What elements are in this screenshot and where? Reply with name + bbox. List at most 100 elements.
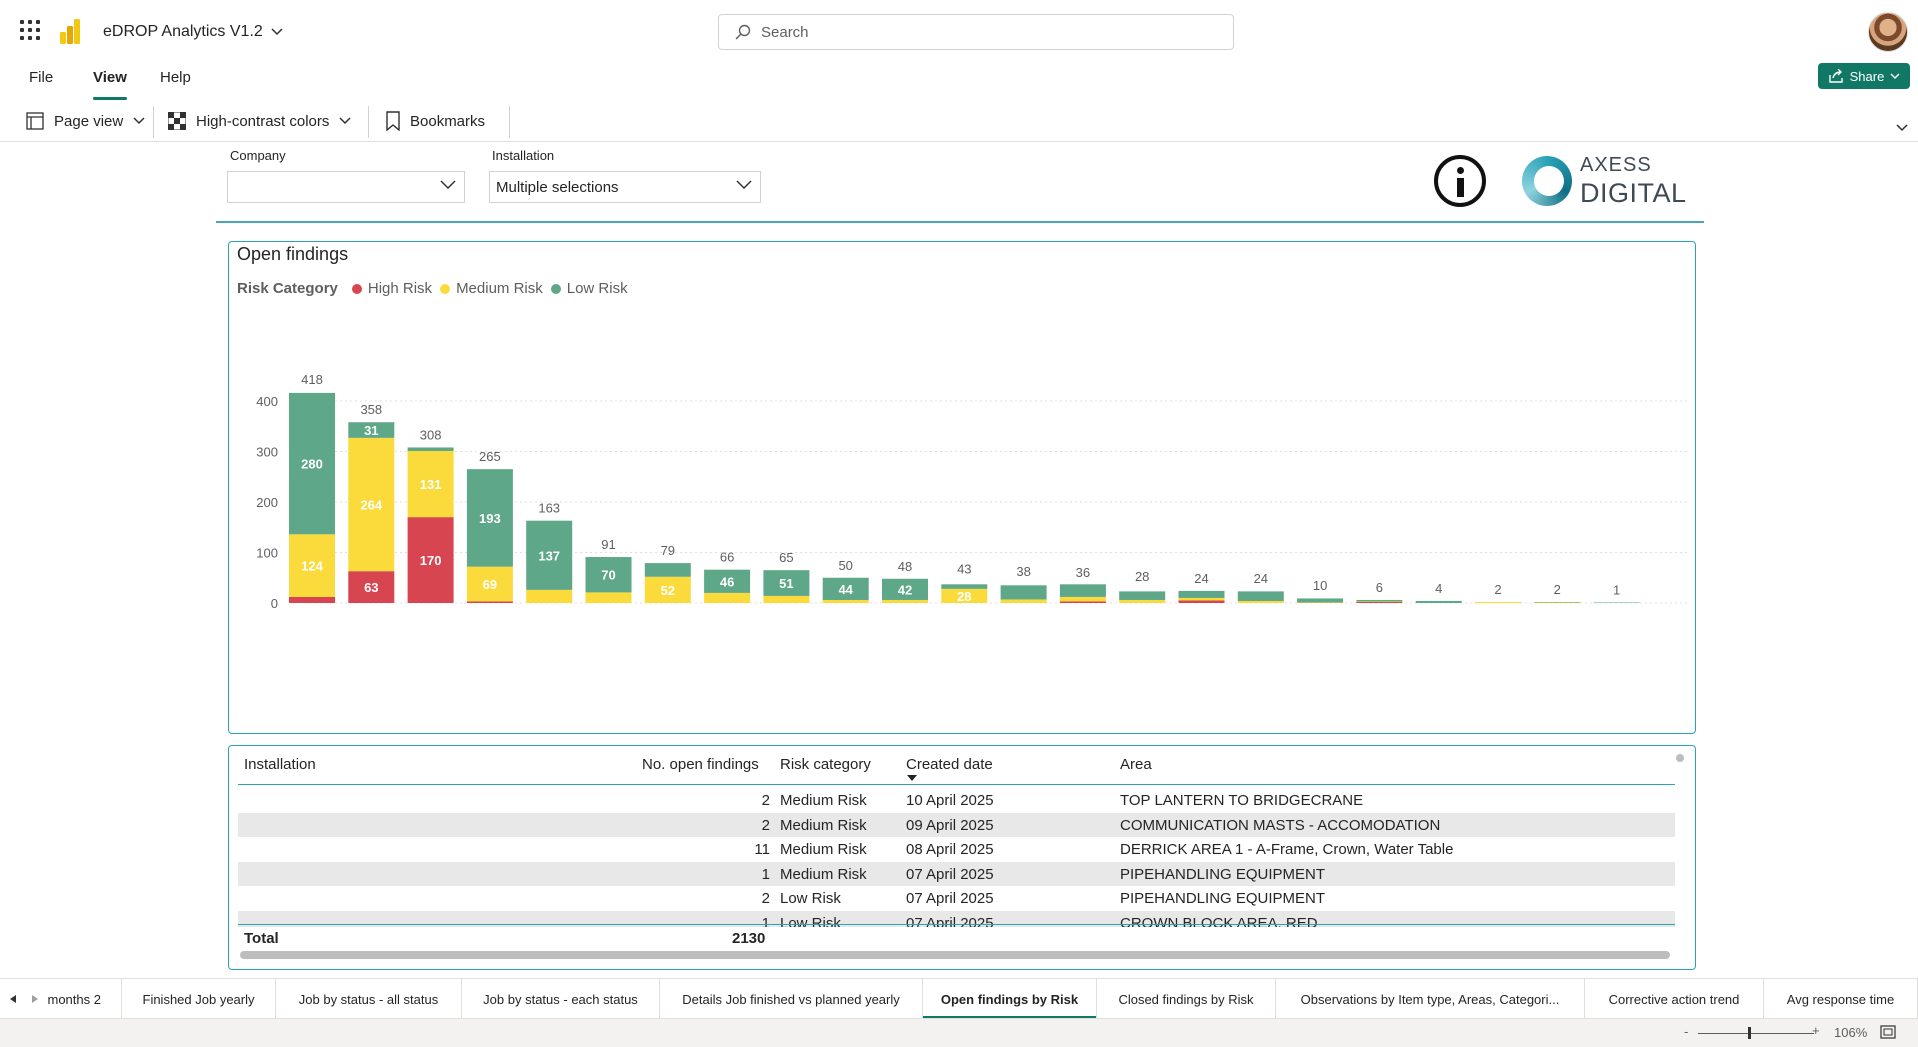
bar-segment-medium-risk[interactable] bbox=[644, 576, 691, 603]
menu-view[interactable]: View bbox=[93, 69, 127, 100]
menu-file[interactable]: File bbox=[29, 69, 54, 86]
table-row[interactable]: 2 Low Risk 07 April 2025 PIPEHANDLING EQUIP… bbox=[238, 886, 1675, 910]
page-tab[interactable]: Observations by Item type, Areas, Catego… bbox=[1276, 979, 1585, 1019]
legend-item-high[interactable]: High Risk bbox=[367, 280, 433, 297]
bar-segment-medium-risk[interactable] bbox=[1356, 601, 1403, 602]
column-header-area[interactable]: Area bbox=[1120, 756, 1152, 773]
bar-segment-low-risk[interactable] bbox=[1534, 601, 1581, 603]
bar-segment-medium-risk[interactable] bbox=[1475, 601, 1521, 603]
page-tab[interactable]: Closed findings by Risk bbox=[1097, 979, 1276, 1019]
bar-segment-low-risk[interactable] bbox=[1356, 599, 1403, 602]
bar-segment-high-risk[interactable] bbox=[1356, 601, 1403, 603]
bar-segment-medium-risk[interactable] bbox=[1178, 597, 1225, 601]
page-tab[interactable]: Avg response time bbox=[1764, 979, 1918, 1019]
bar-segment-high-risk[interactable] bbox=[466, 601, 513, 603]
legend-item-medium[interactable]: Medium Risk bbox=[456, 280, 543, 297]
bar-segment-medium-risk[interactable] bbox=[466, 566, 513, 602]
company-slicer[interactable] bbox=[227, 171, 465, 203]
bar-segment-low-risk[interactable] bbox=[941, 584, 988, 589]
scroll-right-icon[interactable] bbox=[32, 995, 38, 1003]
page-tab[interactable]: 2 months bbox=[44, 979, 122, 1019]
app-launcher-icon[interactable] bbox=[20, 20, 40, 40]
column-header-risk[interactable]: Risk category bbox=[780, 756, 871, 773]
bar-segment-low-risk[interactable] bbox=[466, 469, 513, 567]
findings-table-visual[interactable] bbox=[228, 745, 1696, 970]
bar-segment-low-risk[interactable] bbox=[1593, 602, 1640, 603]
page-view-button[interactable]: Page view bbox=[26, 106, 145, 136]
collapse-ribbon-icon[interactable] bbox=[1896, 124, 1908, 132]
bar-segment-high-risk[interactable] bbox=[289, 596, 335, 603]
bar-segment-medium-risk[interactable] bbox=[348, 437, 395, 572]
column-header-date[interactable]: Created date bbox=[906, 756, 993, 773]
table-row[interactable]: 1 Low Risk 07 April 2025 CROWN BLOCK AREA, … bbox=[238, 910, 1675, 927]
page-tab[interactable]: Job by status - each status bbox=[462, 979, 660, 1019]
zoom-slider-thumb[interactable] bbox=[1748, 1027, 1751, 1039]
bar-segment-medium-risk[interactable] bbox=[1297, 602, 1344, 603]
bar-segment-medium-risk[interactable] bbox=[289, 534, 335, 597]
bar-segment-medium-risk[interactable] bbox=[941, 588, 988, 603]
legend-item-low[interactable]: Low Risk bbox=[566, 280, 628, 297]
scroll-left-icon[interactable] bbox=[10, 995, 16, 1003]
page-tab[interactable]: Details Job finished vs planned yearly bbox=[660, 979, 923, 1019]
bar-segment-medium-risk[interactable] bbox=[882, 599, 928, 603]
bar-segment-medium-risk[interactable] bbox=[763, 595, 810, 603]
bookmarks-button[interactable]: Bookmarks bbox=[386, 106, 485, 136]
bar-segment-medium-risk[interactable] bbox=[526, 589, 573, 603]
page-tab[interactable]: Finished Job yearly bbox=[122, 979, 276, 1019]
menu-help[interactable]: Help bbox=[160, 69, 191, 86]
bar-segment-medium-risk[interactable] bbox=[585, 592, 632, 603]
zoom-in-button[interactable]: + bbox=[1812, 1023, 1820, 1038]
page-tab[interactable]: Job by status - all status bbox=[276, 979, 462, 1019]
installation-slicer[interactable]: Multiple selections bbox=[489, 171, 761, 203]
bar-segment-low-risk[interactable] bbox=[704, 569, 751, 593]
bar-segment-low-risk[interactable] bbox=[1297, 598, 1344, 603]
avatar[interactable] bbox=[1868, 12, 1908, 52]
bar-segment-high-risk[interactable] bbox=[1059, 601, 1106, 603]
app-title[interactable]: eDROP Analytics V1.2 bbox=[103, 23, 283, 41]
page-tab[interactable]: Corrective action trend bbox=[1585, 979, 1764, 1019]
bar-segment-low-risk[interactable] bbox=[526, 520, 573, 590]
column-header-installation[interactable]: Installation bbox=[244, 756, 316, 773]
zoom-level[interactable]: 106% bbox=[1834, 1025, 1868, 1040]
horizontal-scrollbar[interactable] bbox=[240, 951, 1670, 959]
bar-segment-medium-risk[interactable] bbox=[1237, 600, 1284, 603]
bar-segment-low-risk[interactable] bbox=[763, 570, 810, 596]
table-row[interactable]: 2 Medium Risk 09 April 2025 COMMUNICATION M… bbox=[238, 812, 1675, 837]
bar-segment-low-risk[interactable] bbox=[407, 447, 454, 451]
bar-segment-low-risk[interactable] bbox=[1415, 600, 1462, 603]
bar-segment-high-risk[interactable] bbox=[407, 517, 454, 603]
bar-segment-low-risk[interactable] bbox=[1119, 591, 1166, 600]
bar-segment-low-risk[interactable] bbox=[289, 392, 335, 535]
search-input[interactable]: Search bbox=[718, 14, 1234, 50]
bar-segment-medium-risk[interactable] bbox=[1000, 599, 1047, 603]
bar-segment-low-risk[interactable] bbox=[348, 422, 395, 438]
table-row[interactable]: 1 Medium Risk 07 April 2025 PIPEHANDLING EQ… bbox=[238, 861, 1675, 886]
share-button[interactable]: Share bbox=[1818, 63, 1910, 89]
high-contrast-button[interactable]: High-contrast colors bbox=[168, 106, 351, 136]
bar-segment-low-risk[interactable] bbox=[1059, 584, 1106, 597]
table-row[interactable]: 11 Medium Risk 08 April 2025 DERRICK AREA 1… bbox=[238, 837, 1675, 861]
column-header-count[interactable]: No. open findings bbox=[642, 756, 759, 773]
bar-segment-medium-risk[interactable] bbox=[1534, 602, 1581, 603]
bar-segment-low-risk[interactable] bbox=[1237, 591, 1284, 601]
bar-segment-medium-risk[interactable] bbox=[704, 592, 751, 603]
bar-segment-high-risk[interactable] bbox=[1178, 600, 1225, 603]
bar-segment-high-risk[interactable] bbox=[348, 571, 395, 603]
bar-segment-low-risk[interactable] bbox=[585, 557, 632, 593]
bar-segment-medium-risk[interactable] bbox=[1059, 596, 1106, 602]
bar-segment-medium-risk[interactable] bbox=[822, 599, 869, 603]
bar-segment-low-risk[interactable] bbox=[882, 578, 928, 600]
bar-segment-low-risk[interactable] bbox=[1178, 590, 1225, 598]
fit-to-page-icon[interactable] bbox=[1880, 1025, 1896, 1039]
bar-segment-low-risk[interactable] bbox=[822, 577, 869, 600]
bar-segment-medium-risk[interactable] bbox=[1119, 599, 1166, 603]
vertical-scrollbar[interactable] bbox=[1676, 754, 1684, 762]
bar-segment-low-risk[interactable] bbox=[1000, 585, 1047, 600]
table-row[interactable]: 2 Medium Risk 10 April 2025 TOP LANTERN TO … bbox=[238, 788, 1675, 812]
bar-segment-low-risk[interactable] bbox=[644, 563, 691, 577]
bar-segment-medium-risk[interactable] bbox=[407, 450, 454, 518]
zoom-slider[interactable] bbox=[1698, 1033, 1814, 1034]
zoom-out-button[interactable]: - bbox=[1684, 1024, 1689, 1039]
page-tab[interactable]: Open findings by Risk bbox=[923, 979, 1097, 1019]
info-icon[interactable] bbox=[1434, 155, 1486, 207]
